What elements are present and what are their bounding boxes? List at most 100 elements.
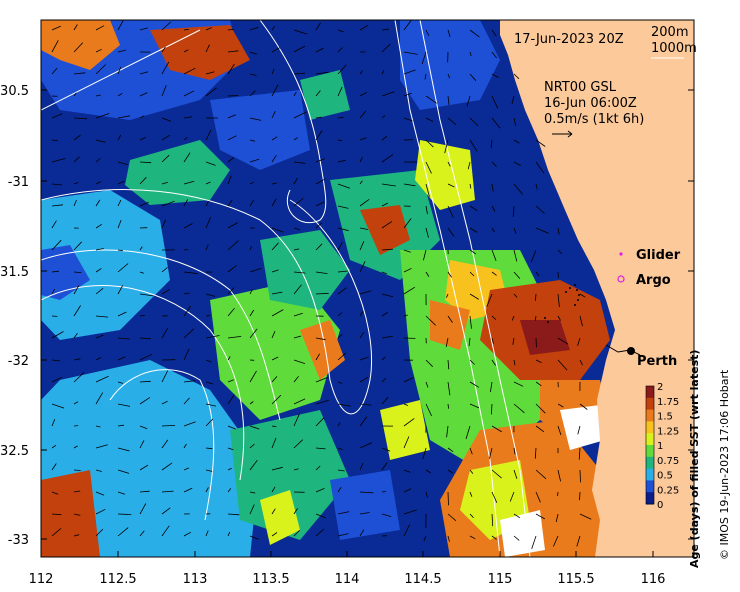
current-vector [403, 249, 411, 253]
current-vector [359, 442, 372, 449]
current-vector [491, 535, 497, 540]
y-tick-label: -32 [8, 354, 29, 369]
current-vector [511, 315, 515, 321]
current-vector [161, 219, 166, 229]
current-vector [161, 21, 171, 31]
current-vector [469, 117, 479, 127]
current-vector [95, 25, 105, 31]
current-vector [557, 249, 563, 255]
colorbar-tick-label: 2 [657, 382, 663, 393]
current-vector [403, 267, 412, 273]
current-vector [249, 370, 257, 383]
current-vector [469, 29, 480, 38]
current-vector [359, 241, 365, 251]
current-vector [293, 271, 306, 274]
current-vector [535, 161, 545, 174]
current-vector [535, 425, 545, 433]
current-vector [73, 469, 81, 471]
current-vector [95, 491, 105, 496]
current-vector [513, 227, 517, 235]
current-vector [337, 270, 348, 273]
current-vector [139, 271, 144, 274]
current-vector [73, 24, 78, 31]
current-vector [271, 425, 277, 428]
current-vector [249, 117, 262, 121]
current-vector [249, 504, 255, 515]
colorbar-title: Age (days) of filled SST (wrt latest) [688, 349, 701, 568]
current-vector [425, 205, 428, 215]
perth-marker-icon [627, 347, 635, 355]
current-vector [423, 249, 427, 261]
land-area [500, 20, 694, 557]
current-vector [491, 227, 495, 233]
current-vector [249, 425, 260, 430]
current-vector [183, 199, 189, 207]
current-vector [381, 271, 387, 275]
y-tick-label: -30.5 [0, 84, 29, 99]
current-vector [205, 403, 216, 407]
current-vector [425, 29, 430, 36]
current-vector [183, 380, 196, 383]
current-vector [469, 381, 480, 388]
current-vector [579, 491, 581, 501]
current-vector [271, 291, 283, 295]
current-vector [337, 64, 347, 75]
current-vector [205, 530, 209, 537]
current-vector [161, 425, 176, 427]
current-vector [161, 154, 170, 163]
x-tick-label: 112.5 [99, 572, 136, 587]
current-vector [227, 135, 237, 141]
colorbar [645, 385, 655, 505]
current-vector [469, 469, 474, 474]
current-vector [117, 20, 124, 31]
current-vector [337, 469, 345, 472]
current-vector [337, 183, 351, 189]
current-vector [577, 337, 581, 346]
current-vector [161, 134, 170, 141]
current-vector [73, 333, 78, 339]
current-vector [513, 403, 525, 414]
current-vector [403, 286, 416, 295]
current-vector [227, 157, 235, 163]
current-vector [205, 244, 209, 251]
current-vector [139, 246, 143, 251]
current-vector [249, 328, 258, 339]
current-vector [95, 334, 104, 339]
colorbar-swatch [646, 456, 654, 470]
current-vector [183, 467, 190, 471]
current-vector [512, 337, 515, 345]
current-vector [535, 139, 546, 147]
current-vector [249, 245, 252, 251]
current-vector [403, 183, 416, 187]
current-vector [249, 491, 256, 494]
current-vector [425, 315, 436, 326]
current-vector [359, 24, 369, 31]
current-vector [271, 532, 278, 537]
current-vector [249, 26, 259, 31]
current-vector [469, 293, 480, 300]
current-vector [117, 66, 122, 75]
plot-frame [40, 19, 695, 558]
current-vector [337, 287, 347, 295]
colorbar-ticks: 2 1.75 1.5 1.25 1 0.75 0.5 0.25 0 [657, 382, 679, 511]
current-vector [315, 337, 326, 341]
current-vector [359, 91, 367, 97]
current-vector [227, 199, 233, 207]
current-vector [491, 51, 497, 59]
current-vector [271, 198, 277, 207]
current-vector [227, 531, 231, 537]
current-vector [447, 403, 449, 409]
current-vector [139, 136, 147, 141]
colorbar-swatch [646, 492, 654, 505]
current-vector [491, 425, 503, 433]
current-vector [425, 381, 429, 388]
current-vector [51, 25, 61, 31]
current-vector [271, 26, 276, 31]
current-vector [51, 158, 66, 163]
current-vector [161, 181, 169, 185]
current-vector [381, 491, 387, 493]
current-vector [161, 200, 175, 207]
axis-ticks [40, 89, 694, 557]
current-vector [271, 110, 276, 119]
current-vector [271, 227, 284, 233]
